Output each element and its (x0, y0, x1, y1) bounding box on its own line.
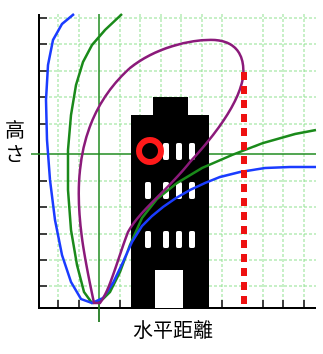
purple-curve (77, 38, 245, 305)
boundary-line (241, 72, 247, 304)
blue-curve (44, 13, 316, 305)
y-axis-ticks (39, 17, 47, 287)
emission-source-icon (136, 137, 164, 165)
y-axis-label-char-2: さ (5, 142, 25, 166)
y-axis-label: 高 さ (4, 118, 26, 166)
x-axis-label: 水平距離 (133, 318, 213, 342)
y-axis-label-char-1: 高 (5, 118, 25, 142)
